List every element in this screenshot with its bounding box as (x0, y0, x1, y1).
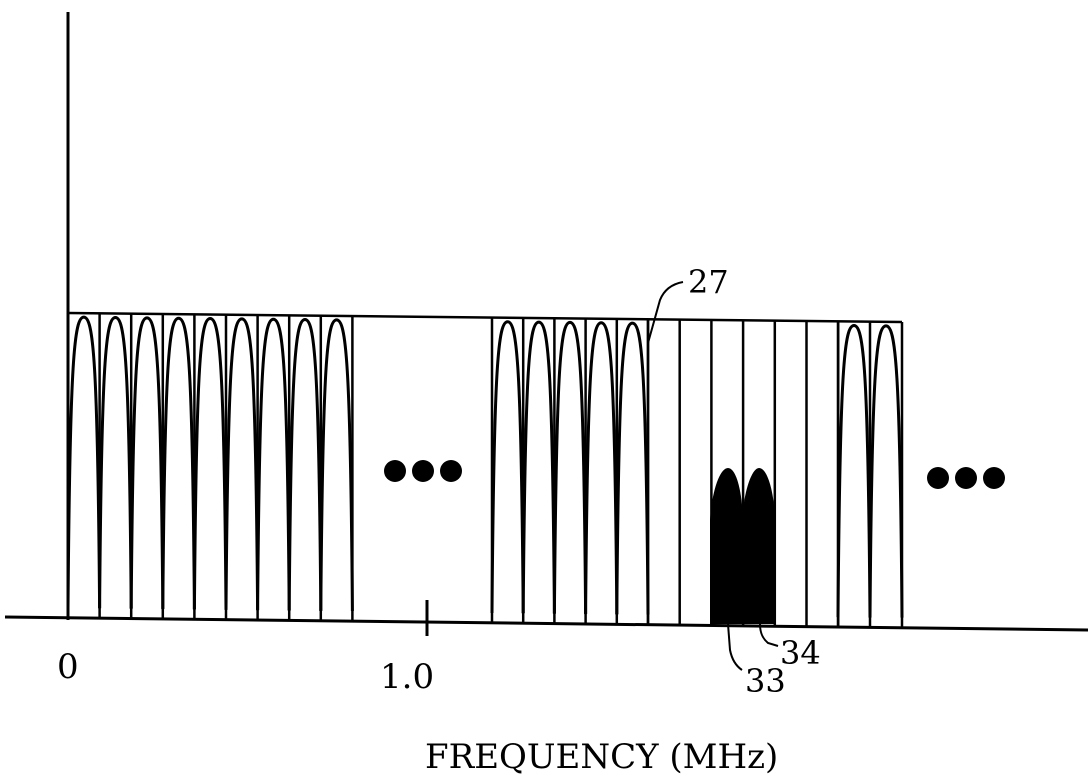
subchannel-lobe (615, 321, 650, 615)
ellipsis-dot (927, 467, 949, 489)
subchannel-lobe (521, 320, 556, 614)
shaded-subchannels (710, 468, 775, 624)
ellipsis-dot (440, 460, 462, 482)
subchannel-lobe (584, 321, 619, 615)
leader-27 (647, 281, 684, 344)
shaded-subchannel-33 (710, 468, 743, 624)
x-axis (4, 615, 1089, 632)
channel-group-3 (836, 321, 904, 628)
ellipsis-dot (955, 467, 977, 489)
ellipsis-middle (384, 460, 462, 482)
subchannel-lobe (192, 317, 228, 610)
envelope-line (67, 311, 903, 324)
leader-34 (759, 623, 779, 647)
subchannel-lobe (552, 320, 588, 614)
ref-numeral-27: 27 (688, 263, 729, 301)
subchannel-lobe (161, 316, 196, 610)
subchannel-lobe (256, 317, 291, 611)
leader-33 (727, 623, 743, 671)
channel-group-2 (490, 317, 650, 625)
shaded-subchannel-34 (742, 468, 775, 624)
ellipsis-dot (412, 460, 434, 482)
ellipsis-dot (384, 460, 406, 482)
x-tick-label-0: 0 (57, 647, 79, 687)
ref-numeral-34: 34 (780, 634, 821, 672)
subchannel-lobe (836, 323, 872, 618)
subchannel-lobe (287, 318, 323, 611)
subchannel-lobe (224, 317, 260, 610)
subchannel-lobe (98, 316, 133, 609)
ellipsis-dot (983, 467, 1005, 489)
x-axis-title: FREQUENCY (MHz) (425, 737, 779, 777)
subchannel-lobe (490, 320, 525, 614)
ref-numeral-33: 33 (745, 662, 786, 700)
ellipsis-right (927, 467, 1005, 489)
subchannel-lobe (66, 315, 102, 608)
subchannel-lobe (868, 324, 904, 618)
channel-group-1 (66, 313, 354, 622)
subchannel-lobe (129, 316, 165, 609)
subchannel-lobe (319, 318, 354, 611)
x-tick-label-1-0: 1.0 (380, 657, 435, 697)
